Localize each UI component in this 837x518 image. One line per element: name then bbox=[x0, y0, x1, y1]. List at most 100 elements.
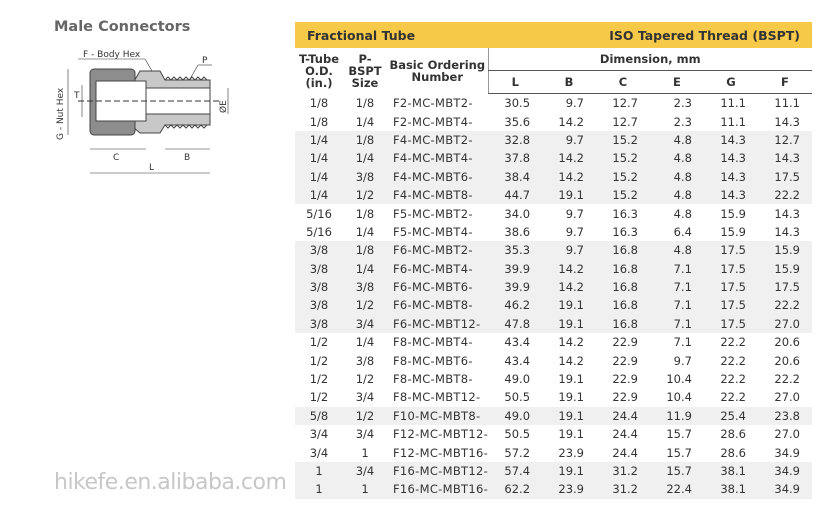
p-label: P bbox=[202, 56, 208, 66]
bspt-cell: 1/8 bbox=[343, 241, 387, 260]
dim-c-cell: 31.2 bbox=[596, 461, 650, 481]
tube-od-cell: 3/4 bbox=[309, 445, 329, 460]
bspt-cell: 1/2 bbox=[355, 372, 375, 387]
tube-od-cell: 5/8 bbox=[295, 406, 343, 426]
dim-b-cell: 14.2 bbox=[542, 259, 596, 278]
bspt-cell: 1 bbox=[361, 445, 369, 460]
bspt-cell: 3/8 bbox=[343, 167, 387, 186]
dim-l-cell: 47.8 bbox=[488, 314, 543, 334]
bspt-cell: 1/8 bbox=[355, 95, 375, 110]
col-bspt-size: P-BSPT Size bbox=[348, 51, 382, 90]
dim-f-cell: 34.9 bbox=[757, 480, 812, 499]
dim-l-cell: 43.4 bbox=[504, 335, 531, 350]
dim-b-cell: 19.1 bbox=[542, 314, 596, 334]
table-row: 1/2 1/2 F8-MC-MBT8- 49.0 19.1 22.9 10.4 22.2 22.… bbox=[295, 370, 812, 388]
dim-f-cell: 12.7 bbox=[757, 130, 812, 150]
dim-e-cell: 10.4 bbox=[666, 372, 692, 387]
header-right: ISO Tapered Thread (BSPT) bbox=[609, 27, 800, 43]
bspt-cell: 1/2 bbox=[343, 185, 387, 205]
bspt-cell: 1/4 bbox=[355, 335, 375, 350]
dim-c-cell: 15.2 bbox=[596, 130, 650, 150]
ordering-number-cell: F12-MC-MBT16- bbox=[393, 445, 489, 460]
dim-g-cell: 17.5 bbox=[703, 314, 758, 334]
dim-e-cell: 7.1 bbox=[673, 335, 692, 350]
table-row: 1/4 3/8 F4-MC-MBT6- 38.4 14.2 15.2 4.8 14.3 17.5 bbox=[295, 167, 812, 186]
dim-g-cell: 28.6 bbox=[720, 427, 746, 442]
bspt-cell: 1/4 bbox=[343, 259, 387, 278]
ordering-number-cell: F6-MC-MBT6- bbox=[387, 277, 489, 297]
dim-e-cell: 7.1 bbox=[649, 259, 704, 278]
dim-b-cell: 9.7 bbox=[565, 224, 584, 239]
dim-c-cell: 15.2 bbox=[596, 185, 650, 205]
table-row: 3/8 1/8 F6-MC-MBT2- 35.3 9.7 16.8 4.8 17.5 15.9 bbox=[295, 241, 812, 260]
dim-l-cell: 37.8 bbox=[488, 149, 543, 168]
tube-od-cell: 3/8 bbox=[295, 296, 343, 315]
dim-c-cell: 12.7 bbox=[612, 114, 638, 129]
dim-f-cell: 14.3 bbox=[757, 149, 812, 168]
tube-od-cell: 1/2 bbox=[309, 335, 329, 350]
ordering-number-cell: F8-MC-MBT6- bbox=[393, 353, 473, 368]
dim-e-cell: 4.8 bbox=[649, 185, 704, 205]
header-left: Fractional Tube bbox=[307, 27, 416, 43]
male-connector-diagram: F - Body Hex P G - Nut Hex T ØE C B L bbox=[56, 50, 229, 174]
dim-b-cell: 19.1 bbox=[542, 296, 596, 315]
body-hex-label: F - Body Hex bbox=[83, 50, 141, 60]
ordering-number-cell: F8-MC-MBT4- bbox=[393, 335, 473, 350]
dim-c-cell: 16.8 bbox=[596, 241, 650, 260]
tube-od-cell: 5/16 bbox=[306, 206, 332, 221]
dim-l-cell: 30.5 bbox=[504, 96, 531, 111]
dim-l-cell: 49.0 bbox=[504, 372, 531, 387]
dim-f-cell: 17.5 bbox=[757, 167, 812, 186]
dim-l-cell: 35.3 bbox=[488, 241, 543, 260]
dim-g-cell: 28.6 bbox=[720, 445, 746, 460]
dim-f-cell: 20.6 bbox=[774, 353, 800, 368]
b-label: B bbox=[184, 153, 190, 163]
dim-l-cell: 50.5 bbox=[504, 390, 531, 405]
tube-od-cell: 1/8 bbox=[309, 114, 329, 129]
dim-f-cell: 20.6 bbox=[774, 335, 800, 350]
tube-od-cell: 1/4 bbox=[295, 149, 343, 168]
ordering-number-cell: F16-MC-MBT12- bbox=[387, 461, 489, 481]
dim-e-cell: 4.8 bbox=[649, 149, 704, 168]
dim-l-cell: 46.2 bbox=[488, 296, 543, 315]
tube-od-cell: 3/8 bbox=[295, 241, 343, 260]
c-label: C bbox=[113, 153, 119, 163]
tube-od-cell: 1/2 bbox=[309, 390, 329, 405]
dim-c-cell: 22.9 bbox=[612, 390, 638, 405]
dim-e-cell: 4.8 bbox=[649, 130, 704, 150]
dim-b-cell: 23.9 bbox=[558, 445, 584, 460]
bspt-cell: 1/2 bbox=[343, 406, 387, 426]
table-row: 3/8 1/4 F6-MC-MBT4- 39.9 14.2 16.8 7.1 17.5 15.9 bbox=[295, 259, 812, 278]
dim-b-cell: 19.1 bbox=[558, 427, 584, 442]
dim-g-cell: 22.2 bbox=[720, 390, 746, 405]
dim-b-cell: 19.1 bbox=[542, 406, 596, 426]
ordering-number-cell: F5-MC-MBT4- bbox=[393, 224, 473, 239]
dim-f-cell: 34.9 bbox=[774, 445, 800, 460]
table-row: 3/4 3/4 F12-MC-MBT12- 50.5 19.1 24.4 15.7 28.6 2… bbox=[295, 425, 812, 443]
page-title: Male Connectors bbox=[54, 19, 191, 35]
table-row: 3/8 3/8 F6-MC-MBT6- 39.9 14.2 16.8 7.1 17.5 17.5 bbox=[295, 277, 812, 297]
dim-f-cell: 11.1 bbox=[774, 96, 800, 111]
dim-e-cell: 4.8 bbox=[649, 241, 704, 260]
dim-c-cell: 16.8 bbox=[596, 277, 650, 297]
ordering-number-cell: F2-MC-MBT2- bbox=[393, 95, 473, 110]
dim-e-cell: 15.7 bbox=[666, 427, 692, 442]
dim-f-cell: 14.3 bbox=[774, 114, 800, 129]
dim-l-cell: 62.2 bbox=[488, 480, 543, 499]
bspt-cell: 1/2 bbox=[343, 296, 387, 315]
dim-e-cell: 15.7 bbox=[649, 461, 704, 481]
dim-c-cell: 24.4 bbox=[612, 427, 638, 442]
table-row: 1/2 3/4 F8-MC-MBT12- 50.5 19.1 22.9 10.4 22.2 27… bbox=[295, 388, 812, 406]
dim-e-cell: 22.4 bbox=[649, 480, 704, 499]
dim-l-cell: 57.4 bbox=[488, 461, 543, 481]
table-row: 1/8 1/8 F2-MC-MBT2- 30.5 9.7 12.7 2.3 11.1 11.1 bbox=[295, 94, 812, 113]
dim-b-cell: 9.7 bbox=[542, 241, 596, 260]
tube-od-cell: 1 bbox=[295, 461, 343, 481]
dim-e-cell: 15.7 bbox=[666, 445, 692, 460]
dim-c-cell: 16.3 bbox=[612, 224, 638, 239]
bspt-cell: 1/4 bbox=[355, 224, 375, 239]
ordering-number-cell: F6-MC-MBT12- bbox=[387, 314, 489, 334]
dim-f-cell: 34.9 bbox=[757, 461, 812, 481]
dim-g-cell: 15.9 bbox=[720, 206, 746, 221]
dim-g-cell: 17.5 bbox=[703, 259, 758, 278]
